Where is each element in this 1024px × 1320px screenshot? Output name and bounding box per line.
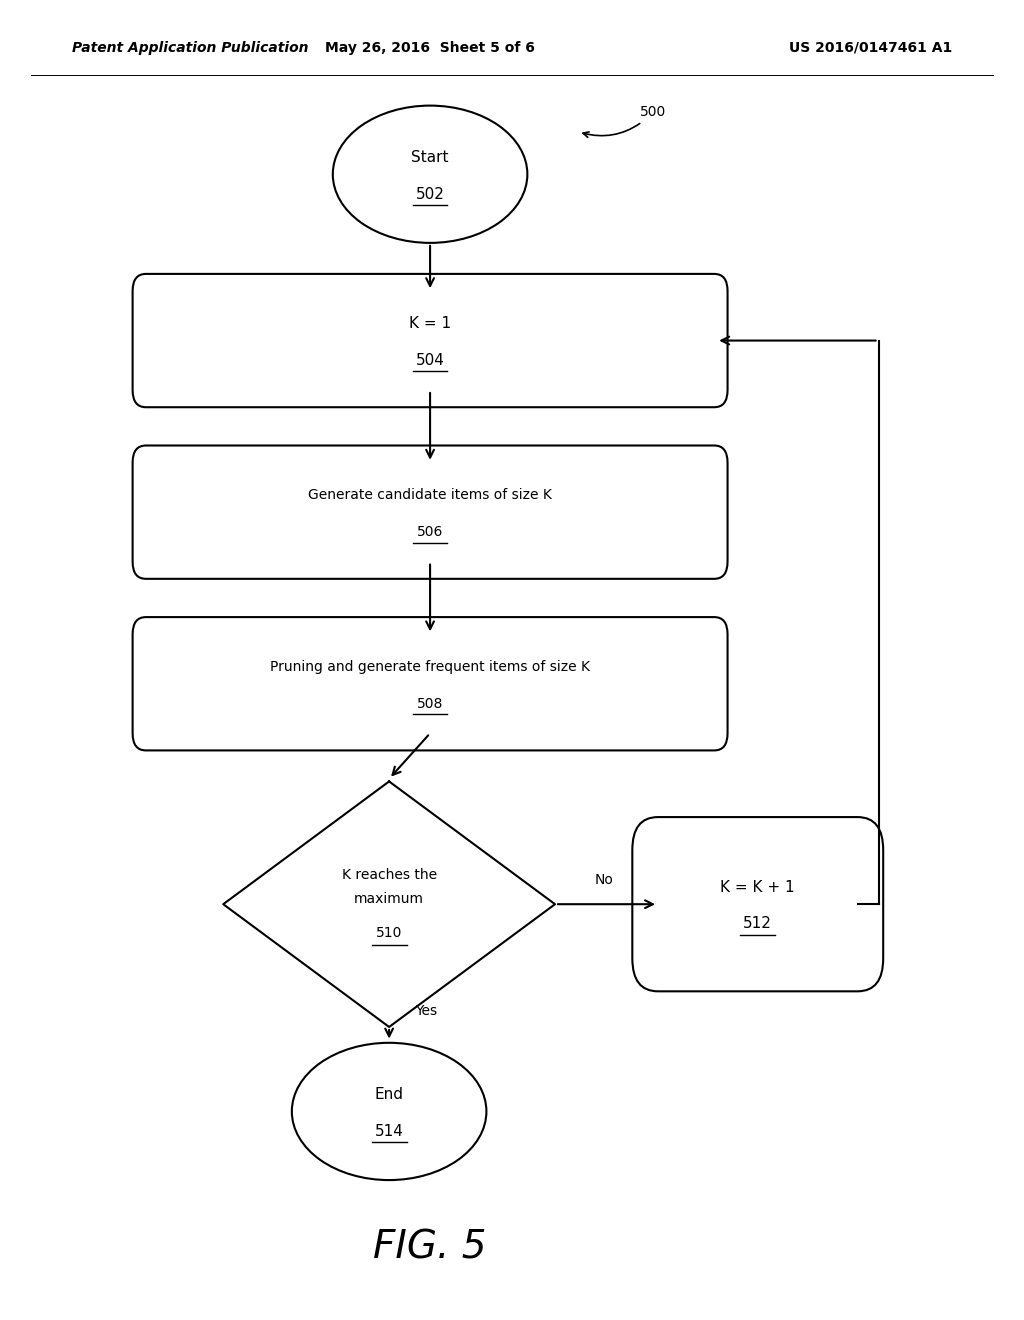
FancyBboxPatch shape (632, 817, 883, 991)
Text: K = K + 1: K = K + 1 (721, 879, 795, 895)
Text: 500: 500 (583, 106, 667, 137)
Text: 502: 502 (416, 186, 444, 202)
Text: No: No (595, 874, 613, 887)
Text: End: End (375, 1086, 403, 1102)
Text: Generate candidate items of size K: Generate candidate items of size K (308, 488, 552, 502)
Text: 514: 514 (375, 1123, 403, 1139)
Text: Start: Start (412, 149, 449, 165)
Polygon shape (223, 781, 555, 1027)
Text: FIG. 5: FIG. 5 (374, 1229, 486, 1266)
Text: Yes: Yes (415, 1005, 437, 1018)
Text: K = 1: K = 1 (409, 315, 452, 331)
Text: 506: 506 (417, 525, 443, 539)
FancyBboxPatch shape (132, 618, 727, 750)
Text: maximum: maximum (354, 892, 424, 906)
Text: 504: 504 (416, 352, 444, 368)
FancyBboxPatch shape (132, 446, 727, 578)
Text: K reaches the: K reaches the (342, 869, 436, 882)
Ellipse shape (333, 106, 527, 243)
Text: Patent Application Publication: Patent Application Publication (72, 41, 308, 54)
Text: 510: 510 (376, 927, 402, 940)
Text: 512: 512 (743, 916, 772, 932)
Text: Pruning and generate frequent items of size K: Pruning and generate frequent items of s… (270, 660, 590, 673)
Text: US 2016/0147461 A1: US 2016/0147461 A1 (790, 41, 952, 54)
Ellipse shape (292, 1043, 486, 1180)
Text: 508: 508 (417, 697, 443, 710)
FancyBboxPatch shape (132, 275, 727, 407)
Text: May 26, 2016  Sheet 5 of 6: May 26, 2016 Sheet 5 of 6 (326, 41, 535, 54)
